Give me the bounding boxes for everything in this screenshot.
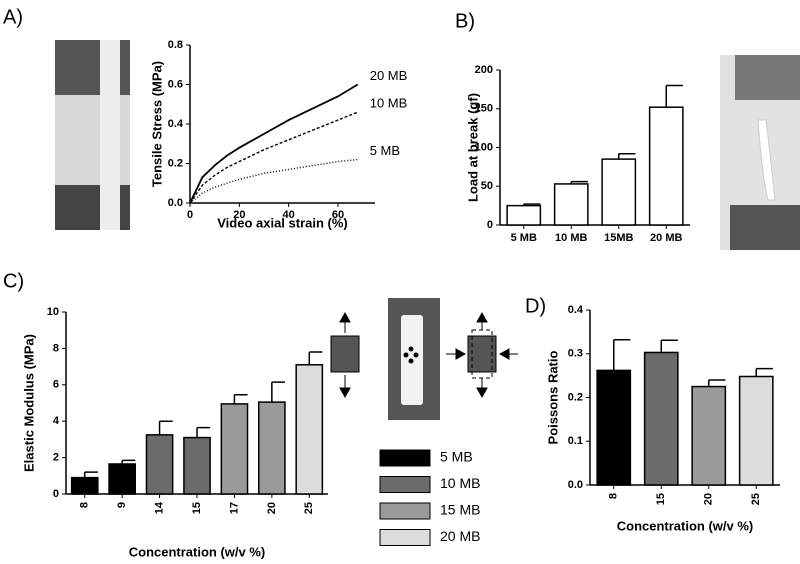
legend-swatch (379, 476, 431, 493)
series-label: 10 MB (370, 96, 408, 111)
legend-label: 5 MB (440, 449, 473, 465)
y-tick-label: 8 (53, 342, 59, 354)
y-tick-label: 50 (481, 180, 493, 192)
bar (220, 403, 249, 495)
bar (601, 158, 637, 226)
y-tick-label: 4 (53, 415, 60, 427)
x-tick-label: 0 (187, 209, 193, 221)
photo-b (720, 55, 800, 250)
error-bar (665, 84, 683, 108)
panel-label: B) (455, 10, 475, 32)
error-bar (308, 351, 323, 365)
bar (258, 401, 286, 495)
y-tick-label: 2 (53, 452, 59, 464)
x-tick-label: 15 (191, 502, 203, 514)
y-tick-label: 0.0 (568, 479, 583, 491)
y-tick-label: 0 (53, 488, 59, 500)
y-axis-title: Poissons Ratio (545, 350, 560, 444)
x-tick-label: 25 (750, 493, 762, 505)
y-tick-label: 0.4 (168, 118, 184, 130)
y-tick-label: 6 (53, 379, 59, 391)
error-bar (708, 379, 726, 387)
error-bar (755, 367, 773, 377)
y-tick-label: 200 (475, 64, 493, 76)
bar (70, 476, 99, 495)
x-tick-label: 40 (283, 209, 295, 221)
x-tick-label: 14 (153, 501, 165, 514)
x-axis-title: Concentration (w/v %) (617, 518, 754, 533)
schematic-uniaxial (330, 311, 360, 399)
y-axis-title: Load at break (gf) (465, 93, 480, 202)
panel-label: A) (3, 6, 23, 28)
legend-label: 15 MB (440, 502, 480, 518)
bar (145, 434, 174, 495)
legend-label: 10 MB (440, 475, 480, 491)
y-tick-label: 0.2 (168, 157, 183, 169)
bar (596, 369, 632, 486)
x-tick-label: 8 (608, 493, 620, 499)
x-tick-label: 8 (79, 502, 91, 508)
error-bar (196, 426, 211, 438)
panel-label: D) (525, 295, 546, 317)
error-bar (660, 339, 678, 353)
x-tick-label: 15MB (604, 232, 633, 244)
bar (553, 183, 589, 226)
y-tick-label: 10 (47, 306, 59, 318)
x-tick-label: 9 (116, 502, 128, 508)
panel-label: C) (3, 270, 24, 292)
x-axis-title: Video axial strain (%) (217, 215, 348, 230)
y-tick-label: 0.4 (568, 304, 584, 316)
x-tick-label: 20 (233, 209, 245, 221)
x-tick-label: 60 (332, 209, 344, 221)
x-tick-label: 25 (303, 502, 315, 514)
series-line (189, 111, 358, 204)
error-bar (613, 339, 631, 371)
photo-a (55, 40, 130, 230)
legend-swatch (379, 449, 431, 467)
photo-c (388, 298, 440, 420)
error-bar (271, 381, 285, 403)
series-line (189, 83, 359, 204)
y-tick-label: 100 (475, 141, 493, 153)
x-tick-label: 15 (655, 493, 667, 505)
error-bar (83, 471, 98, 478)
x-tick-label: 20 (703, 493, 715, 505)
x-tick-label: 17 (228, 502, 240, 514)
y-axis-title: Elastic Modulus (MPa) (21, 334, 36, 472)
error-bar (233, 394, 248, 404)
bar (183, 436, 211, 495)
bar (691, 385, 727, 486)
legend-label: 20 MB (440, 528, 480, 544)
bar (108, 463, 136, 495)
bar (506, 204, 542, 226)
y-axis-title: Tensile Stress (MPa) (149, 61, 164, 187)
x-tick-label: 10 MB (555, 232, 587, 244)
series-label: 5 MB (370, 143, 400, 158)
y-tick-label: 0.0 (168, 197, 183, 209)
x-tick-label: 5 MB (511, 232, 537, 244)
x-tick-label: 20 MB (650, 232, 682, 244)
series-label: 20 MB (370, 68, 408, 83)
bar (643, 351, 679, 486)
y-tick-label: 0.1 (568, 435, 583, 447)
legend-swatch (379, 502, 431, 520)
y-tick-label: 150 (475, 103, 493, 115)
y-tick-label: 0.8 (168, 39, 183, 51)
x-axis-title: Concentration (w/v %) (129, 544, 266, 559)
y-tick-label: 0.3 (568, 348, 583, 360)
y-tick-label: 0.2 (568, 391, 583, 403)
y-tick-label: 0 (487, 219, 493, 231)
schematic-biaxial (446, 311, 518, 399)
y-tick-label: 0.6 (168, 78, 183, 90)
error-bar (158, 420, 173, 435)
legend-swatch (379, 529, 431, 546)
error-bar (618, 152, 636, 160)
x-tick-label: 20 (266, 502, 278, 514)
bar (295, 364, 324, 495)
bar (648, 106, 684, 226)
bar (738, 375, 774, 486)
